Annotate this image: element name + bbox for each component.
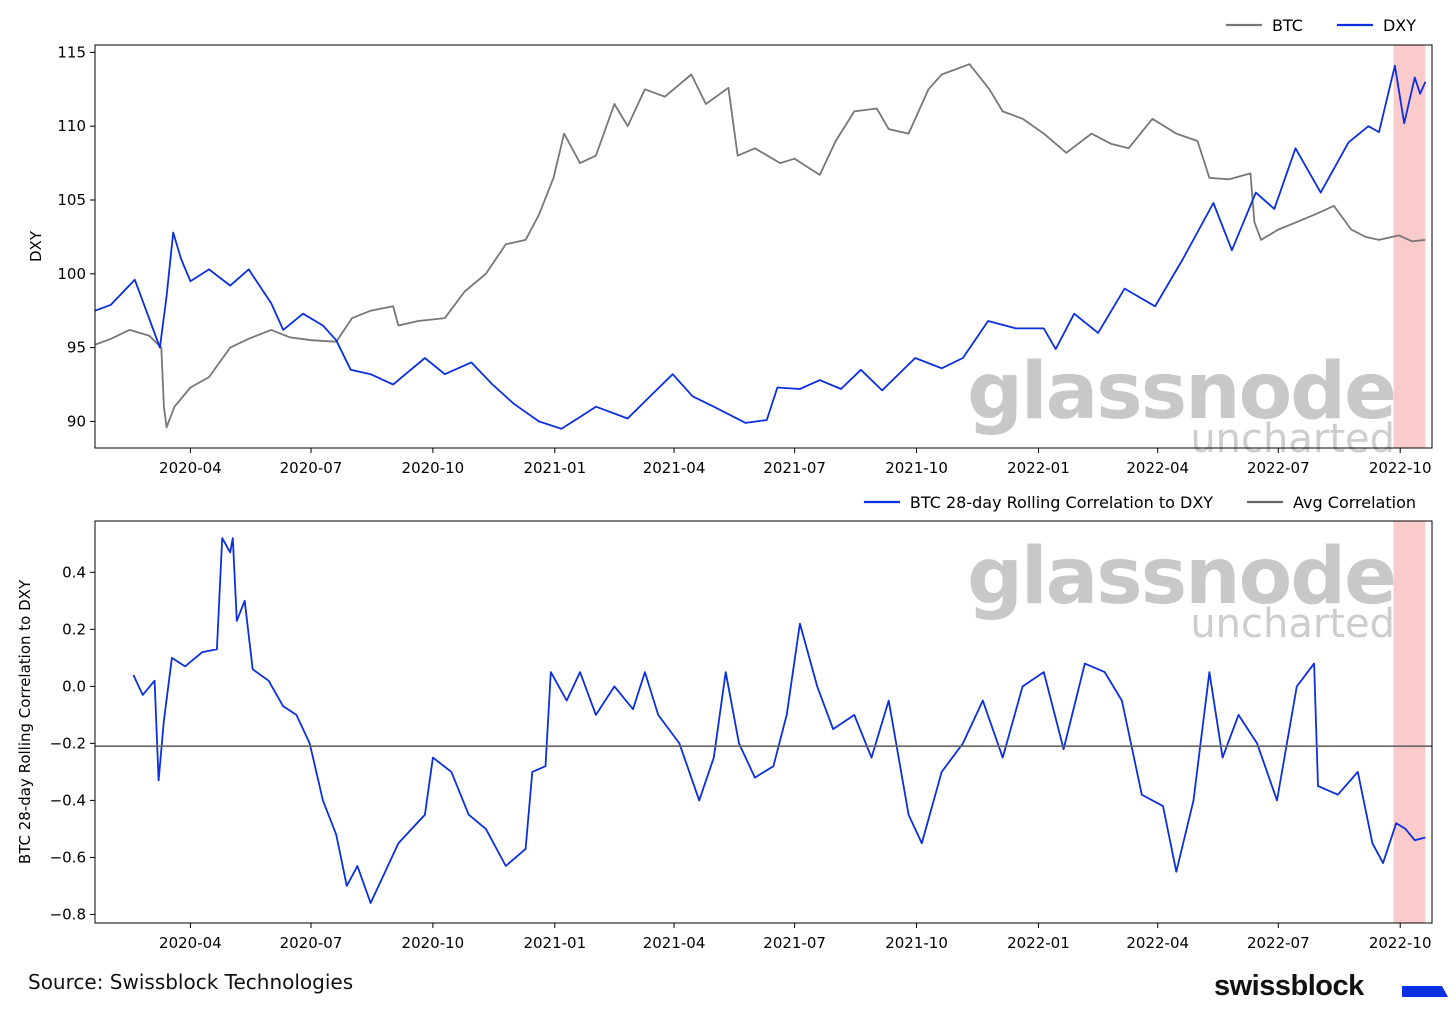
x-tick-label: 2021-01 [523,459,586,477]
series-line-btc-28-day-rolling-correlation-to-dxy [132,537,1426,904]
x-tick-label: 2021-07 [763,934,826,952]
watermark-subtitle: uncharted [1190,601,1395,647]
y-tick-label: 115 [57,43,86,61]
y-tick-label: 110 [57,117,86,135]
legend-label: Avg Correlation [1293,493,1416,512]
y-tick-label: −0.4 [50,791,86,809]
x-tick-label: 2020-10 [402,934,465,952]
highlight-band [1393,45,1426,448]
y-tick-label: 90 [67,412,86,430]
highlight-band [1393,521,1426,923]
x-tick-label: 2022-07 [1247,459,1310,477]
x-tick-label: 2022-01 [1007,459,1070,477]
legend-label: BTC [1272,16,1303,35]
x-tick-label: 2022-10 [1369,459,1432,477]
y-tick-label: 0.2 [62,620,86,638]
series-line-btc [95,63,1426,429]
x-tick-label: 2022-01 [1007,934,1070,952]
legend-label: BTC 28-day Rolling Correlation to DXY [910,493,1213,512]
x-tick-label: 2020-04 [159,934,222,952]
axes-frame [94,44,1433,449]
y-axis-label: BTC 28-day Rolling Correlation to DXY [16,579,34,864]
y-tick-label: 0.4 [62,563,86,581]
x-tick-label: 2020-07 [280,459,343,477]
swissblock-logo-mark [1402,986,1448,997]
x-tick-label: 2020-10 [402,459,465,477]
y-tick-label: 95 [67,339,86,357]
watermark-subtitle: uncharted [1190,416,1395,462]
x-tick-label: 2021-10 [885,459,948,477]
x-tick-label: 2021-04 [643,934,706,952]
x-tick-label: 2021-10 [885,934,948,952]
x-tick-label: 2020-07 [280,934,343,952]
x-tick-label: 2022-07 [1247,934,1310,952]
x-tick-label: 2022-04 [1126,459,1189,477]
x-tick-label: 2020-04 [159,459,222,477]
watermark-title: glassnode [967,347,1395,437]
swissblock-logo-text: swissblock [1214,970,1364,1002]
series-line-dxy [95,64,1427,430]
y-axis-label: DXY [27,230,45,262]
y-tick-label: −0.6 [50,848,86,866]
y-tick-label: −0.8 [50,905,86,923]
x-tick-label: 2021-07 [763,459,826,477]
y-tick-label: 105 [57,191,86,209]
x-tick-label: 2021-01 [523,934,586,952]
axes-frame [94,520,1433,924]
x-tick-label: 2022-04 [1126,934,1189,952]
y-tick-label: 0.0 [62,677,86,695]
y-tick-label: −0.2 [50,734,86,752]
source-note: Source: Swissblock Technologies [28,970,354,994]
legend: Avg Correlation BTC 28-day Rolling Correl… [863,493,1416,512]
x-tick-label: 2022-10 [1369,934,1432,952]
watermark-title: glassnode [967,532,1395,622]
legend-label: DXY [1383,16,1416,35]
x-tick-label: 2021-04 [643,459,706,477]
legend: DXY BTC [1225,16,1416,35]
y-tick-label: 100 [57,265,86,283]
